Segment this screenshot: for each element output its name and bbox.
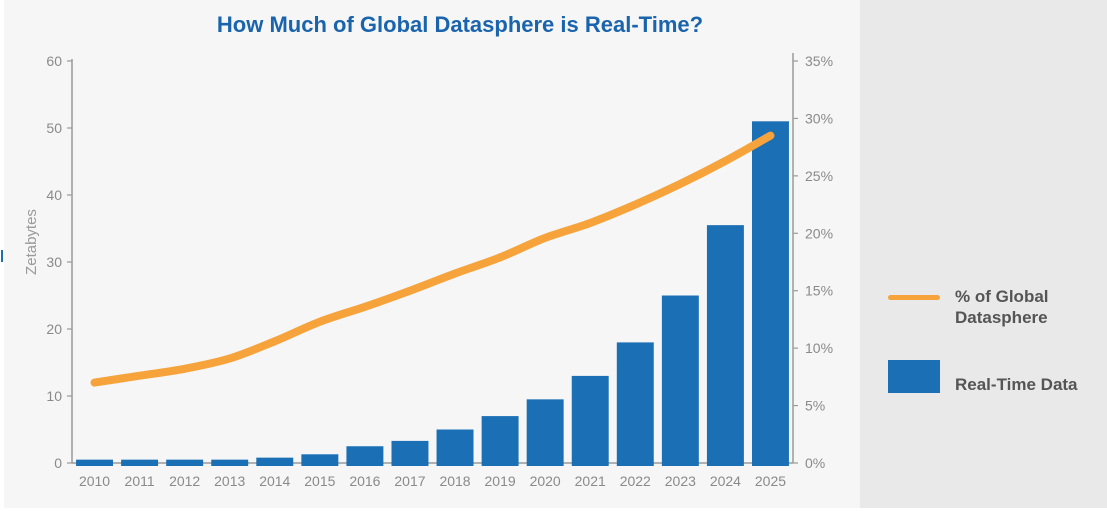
y2-tick-label: 25% bbox=[805, 168, 833, 184]
y-tick-label: 50 bbox=[46, 120, 62, 136]
x-tick-label: 2018 bbox=[439, 473, 470, 489]
bar-2016 bbox=[346, 446, 384, 466]
bar-2015 bbox=[301, 454, 339, 466]
x-tick-label: 2021 bbox=[575, 473, 606, 489]
x-tick-label: 2015 bbox=[304, 473, 335, 489]
x-tick-label: 2014 bbox=[259, 473, 290, 489]
x-tick-label: 2024 bbox=[710, 473, 741, 489]
legend-box-swatch bbox=[888, 360, 940, 393]
legend-label-percent: % of Global Datasphere bbox=[955, 287, 1049, 327]
x-tick-label: 2020 bbox=[530, 473, 561, 489]
bar-2020 bbox=[526, 399, 564, 466]
x-tick-label: 2017 bbox=[394, 473, 425, 489]
x-tick-label: 2019 bbox=[485, 473, 516, 489]
y-tick-label: 40 bbox=[46, 187, 62, 203]
x-tick-label: 2012 bbox=[169, 473, 200, 489]
y2-tick-label: 5% bbox=[805, 398, 825, 414]
y-tick-label: 30 bbox=[46, 254, 62, 270]
bar-2011 bbox=[121, 459, 159, 466]
bar-2024 bbox=[706, 225, 744, 466]
bar-2019 bbox=[481, 416, 519, 466]
y-tick-label: 0 bbox=[54, 455, 62, 471]
y-tick-label: 10 bbox=[46, 388, 62, 404]
y2-tick-label: 30% bbox=[805, 110, 833, 126]
bar-2012 bbox=[166, 459, 204, 466]
legend-item-percent: % of Global Datasphere bbox=[888, 286, 1107, 336]
x-tick-label: 2023 bbox=[665, 473, 696, 489]
chart-title: How Much of Global Datasphere is Real-Ti… bbox=[216, 12, 704, 37]
bar-2023 bbox=[661, 295, 699, 466]
bar-2013 bbox=[211, 459, 249, 466]
bar-2010 bbox=[76, 459, 114, 466]
y-tick-label: 20 bbox=[46, 321, 62, 337]
x-tick-label: 2011 bbox=[125, 473, 155, 489]
x-tick-label: 2022 bbox=[620, 473, 651, 489]
y2-tick-label: 0% bbox=[805, 455, 825, 471]
x-tick-label: 2025 bbox=[755, 473, 786, 489]
x-tick-label: 2013 bbox=[214, 473, 245, 489]
y2-tick-label: 15% bbox=[805, 283, 833, 299]
y-axis-label: Zetabytes bbox=[23, 209, 40, 275]
bar-2017 bbox=[391, 440, 429, 466]
x-tick-label: 2016 bbox=[349, 473, 380, 489]
bar-2014 bbox=[256, 457, 294, 466]
bar-2021 bbox=[571, 375, 609, 466]
y2-tick-label: 20% bbox=[805, 225, 833, 241]
bar-2018 bbox=[436, 429, 474, 466]
legend-panel bbox=[860, 0, 1107, 508]
y2-tick-label: 10% bbox=[805, 340, 833, 356]
legend-label-realtime: Real-Time Data bbox=[955, 375, 1078, 394]
percent-line bbox=[90, 131, 775, 387]
x-tick-label: 2010 bbox=[79, 473, 110, 489]
bar-2022 bbox=[616, 342, 654, 466]
y2-tick-label: 35% bbox=[805, 53, 833, 69]
edge-marker bbox=[1, 250, 3, 262]
y-tick-label: 60 bbox=[46, 53, 62, 69]
legend-item-realtime: Real-Time Data bbox=[888, 360, 1107, 394]
legend-line-swatch bbox=[888, 295, 940, 300]
bar-2025 bbox=[751, 121, 789, 467]
